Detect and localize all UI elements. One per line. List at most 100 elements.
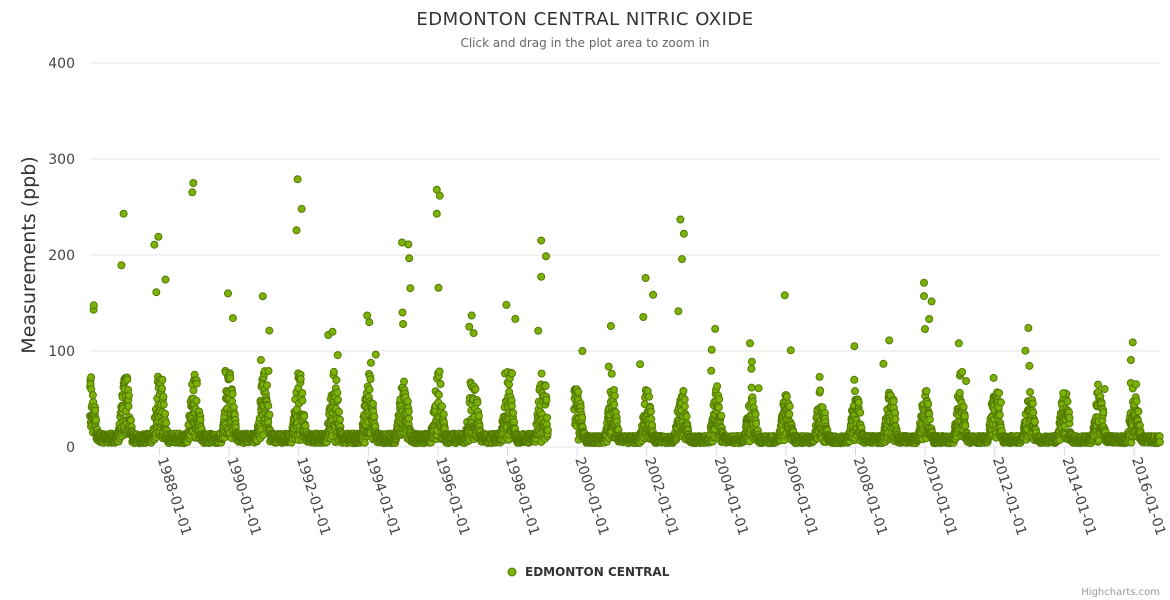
data-point[interactable] [369,399,377,408]
data-point[interactable] [158,384,166,393]
data-point[interactable] [679,229,688,238]
data-point[interactable] [159,400,168,409]
data-point[interactable] [365,318,374,327]
data-point[interactable] [265,410,274,419]
data-point[interactable] [856,408,865,417]
data-point[interactable] [474,411,483,420]
data-point[interactable] [682,412,691,421]
data-point[interactable] [89,301,98,310]
data-point[interactable] [610,400,619,409]
data-point[interactable] [851,387,859,396]
data-point[interactable] [405,414,413,423]
data-point[interactable] [747,383,756,392]
data-point[interactable] [752,419,761,428]
data-point[interactable] [714,403,723,412]
data-point[interactable] [925,415,934,424]
data-point[interactable] [400,377,408,386]
data-point[interactable] [922,387,931,395]
data-point[interactable] [333,395,342,404]
data-point[interactable] [997,398,1005,407]
data-point[interactable] [959,402,968,411]
data-point[interactable] [680,395,689,404]
data-point[interactable] [707,366,716,375]
data-point[interactable] [264,401,273,410]
data-point[interactable] [1025,361,1034,370]
data-point[interactable] [786,346,795,355]
data-point[interactable] [511,314,520,323]
data-point[interactable] [296,375,305,383]
data-point[interactable] [543,426,552,435]
data-point[interactable] [438,402,447,411]
data-point[interactable] [297,204,306,213]
data-point[interactable] [578,347,587,355]
data-point[interactable] [333,351,342,360]
data-point[interactable] [92,416,101,425]
data-point[interactable] [473,398,482,407]
data-point[interactable] [707,345,716,354]
data-point[interactable] [91,406,100,415]
data-point[interactable] [649,290,658,299]
data-point[interactable] [891,415,900,424]
data-point[interactable] [265,326,274,335]
data-point[interactable] [785,402,794,411]
data-point[interactable] [604,362,613,371]
data-point[interactable] [228,390,237,398]
data-point[interactable] [300,412,309,421]
data-point[interactable] [399,320,408,328]
data-point[interactable] [158,375,167,384]
data-point[interactable] [574,387,583,396]
data-point[interactable] [537,369,546,378]
data-point[interactable] [534,326,543,335]
data-point[interactable] [648,421,657,429]
data-point[interactable] [435,367,444,376]
data-point[interactable] [995,410,1004,419]
data-point[interactable] [850,375,859,384]
data-point[interactable] [127,416,135,425]
data-point[interactable] [747,364,756,373]
data-point[interactable] [228,314,237,323]
data-point[interactable] [508,369,517,378]
data-point[interactable] [298,396,307,405]
data-point[interactable] [678,255,686,264]
data-point[interactable] [782,392,791,401]
data-point[interactable] [785,410,794,419]
data-point[interactable] [335,407,343,416]
data-point[interactable] [123,375,132,384]
data-point[interactable] [403,397,412,406]
data-point[interactable] [921,325,929,333]
data-point[interactable] [960,412,969,421]
data-point[interactable] [404,407,413,416]
data-point[interactable] [1026,388,1034,397]
data-point[interactable] [432,209,441,218]
data-point[interactable] [537,272,546,281]
data-point[interactable] [542,395,551,404]
data-point[interactable] [336,415,344,424]
data-point[interactable] [715,395,724,404]
data-point[interactable] [88,391,97,400]
data-point[interactable] [679,387,688,395]
data-point[interactable] [188,188,197,197]
data-point[interactable] [226,374,235,383]
data-point[interactable] [879,359,888,368]
data-point[interactable] [333,388,342,397]
data-point[interactable] [469,329,478,338]
data-point[interactable] [854,398,863,407]
data-point[interactable] [465,322,474,331]
data-point[interactable] [192,396,201,405]
data-point[interactable] [927,297,936,306]
data-point[interactable] [578,413,587,422]
data-point[interactable] [636,360,645,369]
data-point[interactable] [713,382,722,391]
data-point[interactable] [159,392,168,401]
data-point[interactable] [329,367,338,376]
data-point[interactable] [332,376,341,385]
data-point[interactable] [1030,417,1039,426]
data-point[interactable] [298,389,307,398]
data-point[interactable] [434,283,443,292]
data-point[interactable] [680,402,689,411]
data-point[interactable] [152,288,161,297]
data-point[interactable] [962,377,971,385]
data-point[interactable] [961,421,970,430]
data-point[interactable] [955,388,964,397]
